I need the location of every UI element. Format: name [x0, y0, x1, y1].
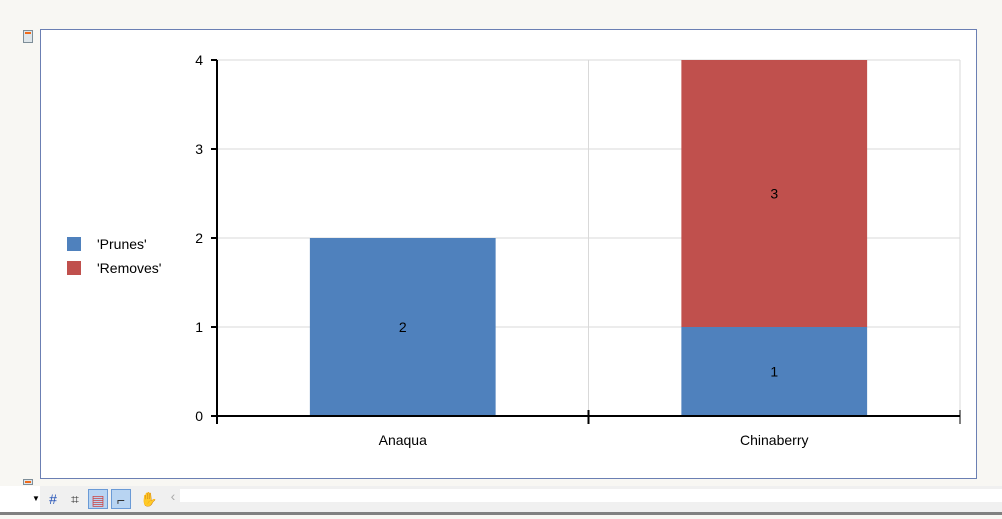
- bar-prunes: [681, 327, 868, 416]
- calculator-icon[interactable]: [23, 30, 33, 43]
- crop-icon[interactable]: ⌗: [71, 491, 79, 507]
- zoom-combo[interactable]: [0, 486, 40, 512]
- legend-swatch: [67, 261, 81, 275]
- x-tick-label: Anaqua: [379, 432, 427, 448]
- legend-swatch: [67, 237, 81, 251]
- data-label: 1: [770, 364, 778, 380]
- y-tick-label: 2: [195, 230, 203, 246]
- y-tick-label: 3: [195, 141, 203, 157]
- ruler-icon[interactable]: ⌐: [111, 489, 131, 509]
- data-label: 3: [770, 186, 778, 202]
- horizontal-scrollbar[interactable]: [180, 489, 1002, 502]
- y-tick-label: 4: [195, 52, 203, 68]
- status-divider: [0, 512, 1002, 515]
- y-tick-label: 1: [195, 319, 203, 335]
- grid-icon[interactable]: #: [49, 491, 57, 507]
- dropdown-arrow-icon[interactable]: ▼: [32, 494, 40, 503]
- chart-frame: 2 Anaqua 1 3 Chinaberry 0 1 2 3 4 'Prunes' 'Removes…: [40, 29, 977, 479]
- x-tick-label: Chinaberry: [740, 432, 808, 448]
- legend-label: 'Removes': [97, 260, 161, 276]
- hand-icon[interactable]: ✋: [140, 491, 158, 507]
- calculator-icon-2[interactable]: [23, 479, 33, 485]
- chevron-left-icon[interactable]: ‹: [170, 488, 176, 504]
- report-icon[interactable]: ▤: [88, 489, 108, 509]
- bar-removes: [681, 60, 868, 327]
- stacked-bar-chart: 2 Anaqua 1 3 Chinaberry 0 1 2 3 4 'Prunes' 'Removes…: [67, 52, 961, 448]
- data-label: 2: [399, 319, 407, 335]
- y-tick-label: 0: [195, 408, 203, 424]
- bar-prunes: [309, 238, 496, 416]
- toolbar: ▼ # ⌗ ▤ ⌐ ✋ ‹: [0, 486, 1002, 512]
- legend-label: 'Prunes': [97, 236, 147, 252]
